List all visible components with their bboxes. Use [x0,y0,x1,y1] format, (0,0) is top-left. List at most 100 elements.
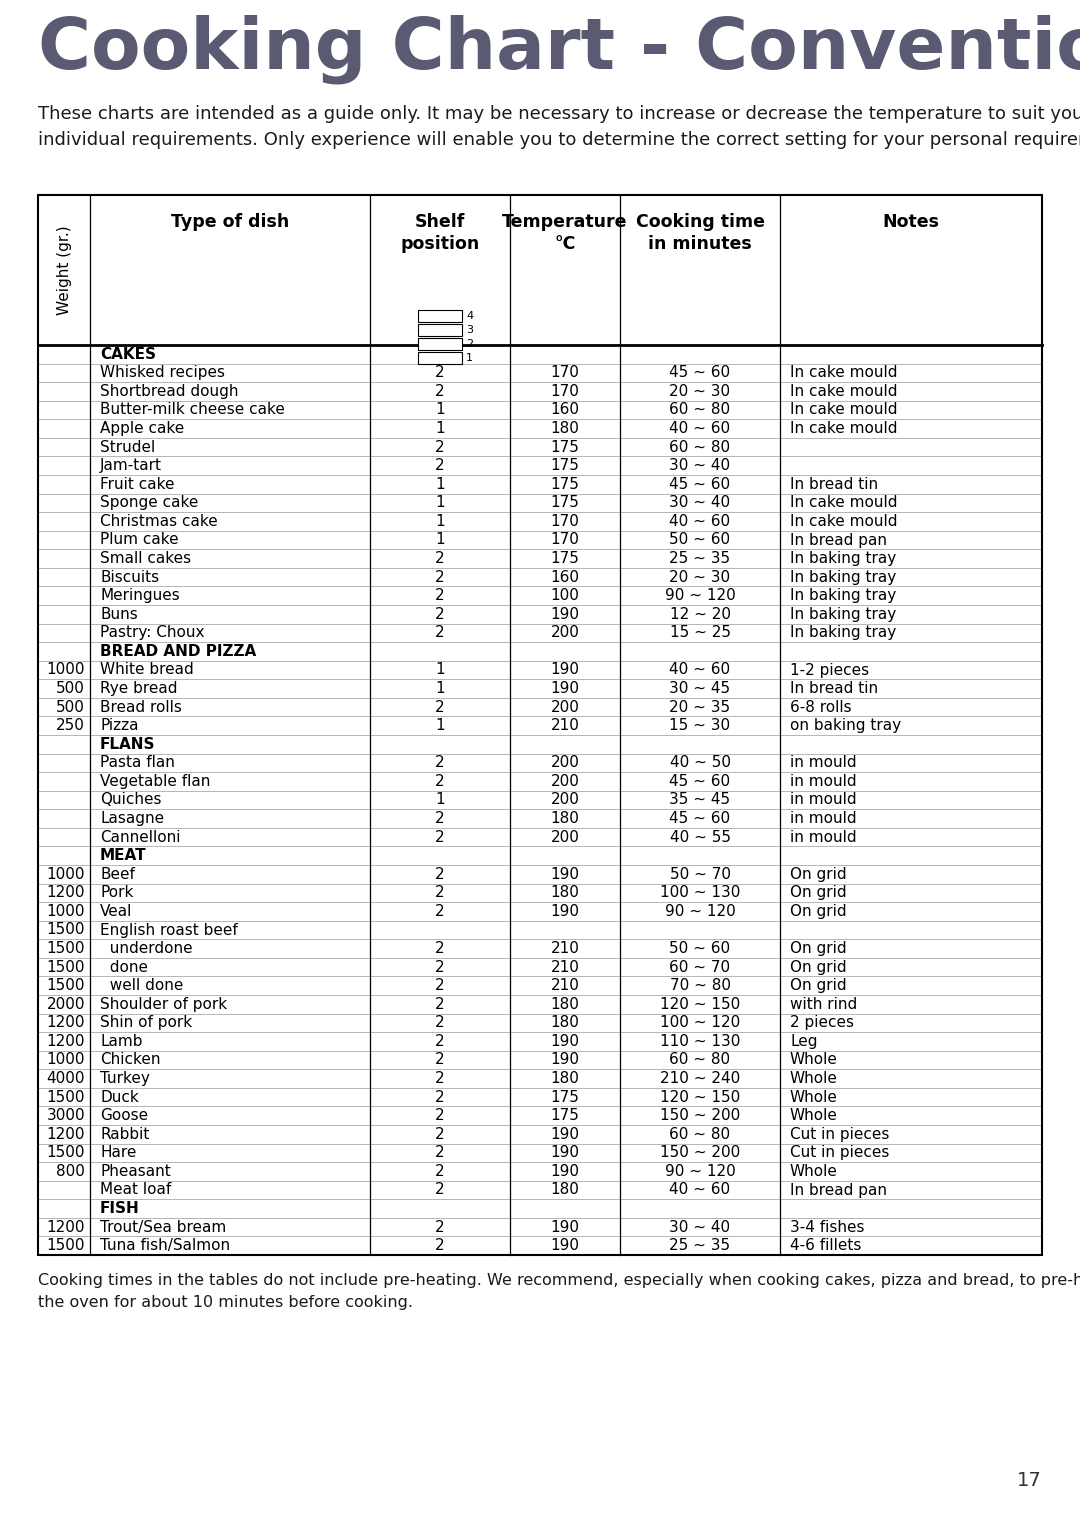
Text: 45 ~ 60: 45 ~ 60 [670,811,730,827]
Text: on baking tray: on baking tray [789,718,901,733]
Text: done: done [100,960,148,975]
Text: 175: 175 [551,440,580,455]
Text: 190: 190 [551,1053,580,1068]
Text: 17: 17 [1017,1470,1042,1490]
Text: 2000: 2000 [46,996,85,1012]
Text: 50 ~ 70: 50 ~ 70 [670,866,730,882]
Text: 2: 2 [435,1164,445,1180]
Text: Goose: Goose [100,1108,148,1123]
Text: Shelf
position: Shelf position [401,212,480,254]
Text: 1500: 1500 [46,1146,85,1160]
Text: Shoulder of pork: Shoulder of pork [100,996,227,1012]
Text: 45 ~ 60: 45 ~ 60 [670,365,730,380]
Text: Shin of pork: Shin of pork [100,1016,192,1030]
Bar [418,351,462,364]
Text: 2: 2 [435,1219,445,1235]
Text: 4: 4 [465,312,473,321]
Text: In cake mould: In cake mould [789,402,897,417]
Text: Lamb: Lamb [100,1034,143,1048]
Text: 180: 180 [551,1016,580,1030]
Text: 2: 2 [435,1034,445,1048]
Text: These charts are intended as a guide only. It may be necessary to increase or de: These charts are intended as a guide onl… [38,105,1080,150]
Text: 40 ~ 55: 40 ~ 55 [670,830,730,845]
Text: Pork: Pork [100,885,133,900]
Text: In cake mould: In cake mould [789,365,897,380]
Text: 1500: 1500 [46,960,85,975]
Text: In baking tray: In baking tray [789,552,896,565]
Text: Christmas cake: Christmas cake [100,513,218,529]
Text: 170: 170 [551,365,580,380]
Text: 2: 2 [435,1183,445,1198]
Text: 100 ~ 120: 100 ~ 120 [660,1016,740,1030]
Text: 2: 2 [435,607,445,622]
Text: Pastry: Choux: Pastry: Choux [100,625,204,640]
Text: 25 ~ 35: 25 ~ 35 [670,1238,730,1253]
Text: 30 ~ 45: 30 ~ 45 [670,681,730,697]
Text: 175: 175 [551,1089,580,1105]
Text: 2: 2 [435,941,445,957]
Text: 160: 160 [551,402,580,417]
Text: 2: 2 [435,811,445,827]
Text: 1200: 1200 [46,885,85,900]
Text: 2 pieces: 2 pieces [789,1016,854,1030]
Text: Temperature
°C: Temperature °C [502,212,627,254]
Text: Beef: Beef [100,866,135,882]
Text: in mould: in mould [789,811,856,827]
Text: BREAD AND PIZZA: BREAD AND PIZZA [100,643,256,659]
Text: 190: 190 [551,663,580,677]
Text: Cut in pieces: Cut in pieces [789,1126,889,1141]
Text: 120 ~ 150: 120 ~ 150 [660,1089,740,1105]
Text: 2: 2 [435,773,445,788]
Text: in mould: in mould [789,773,856,788]
Text: 2: 2 [435,458,445,474]
Text: 60 ~ 70: 60 ~ 70 [670,960,730,975]
Text: 190: 190 [551,905,580,918]
Bar [418,310,462,322]
Text: Meringues: Meringues [100,588,179,604]
Text: FISH: FISH [100,1201,139,1216]
Text: underdone: underdone [100,941,192,957]
Text: 1: 1 [435,663,445,677]
Text: 210: 210 [551,941,580,957]
Text: 2: 2 [435,570,445,585]
Text: 1000: 1000 [46,905,85,918]
Text: 2: 2 [465,339,473,348]
Text: Type of dish: Type of dish [171,212,289,231]
Text: Trout/Sea bream: Trout/Sea bream [100,1219,226,1235]
Text: in mould: in mould [789,755,856,770]
Text: In cake mould: In cake mould [789,422,897,435]
Text: 2: 2 [435,384,445,399]
Text: 190: 190 [551,1164,580,1180]
Text: 15 ~ 25: 15 ~ 25 [670,625,730,640]
Text: 30 ~ 40: 30 ~ 40 [670,458,730,474]
Text: 60 ~ 80: 60 ~ 80 [670,402,730,417]
Text: 160: 160 [551,570,580,585]
Text: 2: 2 [435,700,445,715]
Text: with rind: with rind [789,996,858,1012]
Text: In cake mould: In cake mould [789,513,897,529]
Text: 2: 2 [435,1238,445,1253]
Text: 170: 170 [551,532,580,547]
Text: 500: 500 [56,700,85,715]
Text: Small cakes: Small cakes [100,552,191,565]
Text: Lasagne: Lasagne [100,811,164,827]
Text: 20 ~ 30: 20 ~ 30 [670,570,730,585]
Text: 1000: 1000 [46,866,85,882]
Text: 175: 175 [551,495,580,510]
Text: Whole: Whole [789,1053,838,1068]
Text: 40 ~ 50: 40 ~ 50 [670,755,730,770]
Text: 12 ~ 20: 12 ~ 20 [670,607,730,622]
Text: Bread rolls: Bread rolls [100,700,181,715]
Text: 3: 3 [465,325,473,335]
Text: 210: 210 [551,718,580,733]
Text: 1500: 1500 [46,1238,85,1253]
Text: 170: 170 [551,513,580,529]
Text: in mould: in mould [789,830,856,845]
Text: 1: 1 [435,402,445,417]
Text: English roast beef: English roast beef [100,923,238,938]
Text: Leg: Leg [789,1034,818,1048]
Text: 180: 180 [551,1071,580,1086]
Text: 60 ~ 80: 60 ~ 80 [670,1053,730,1068]
Text: 175: 175 [551,477,580,492]
Text: CAKES: CAKES [100,347,156,362]
